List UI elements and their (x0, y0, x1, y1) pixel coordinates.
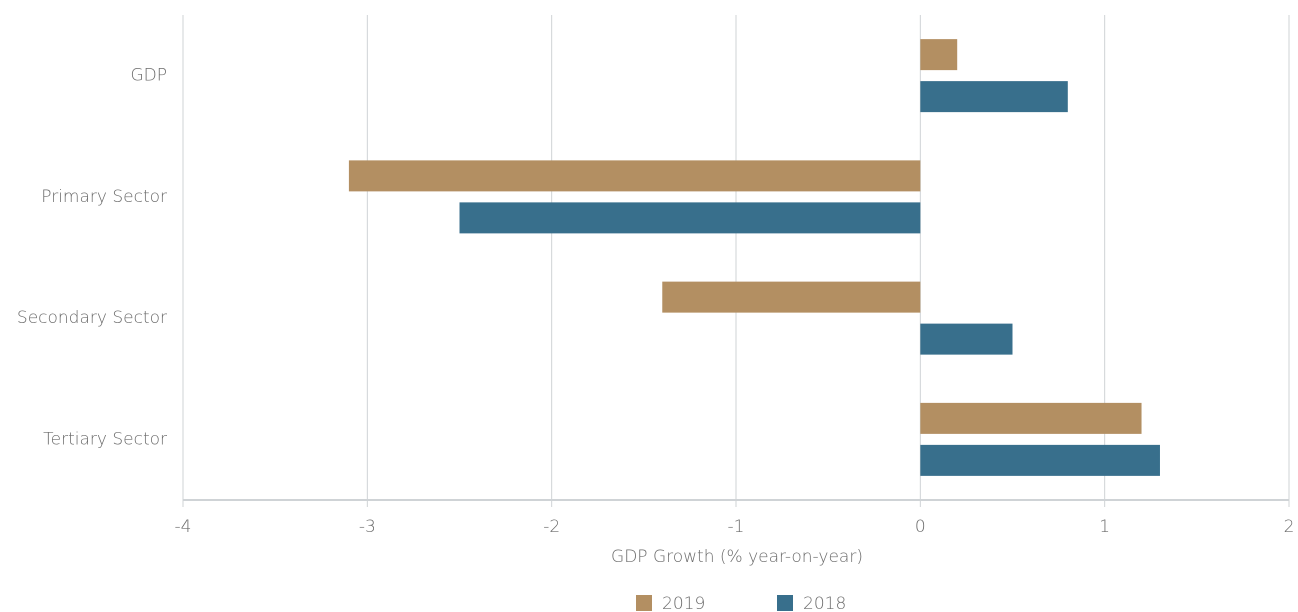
bar (920, 39, 958, 71)
legend-label: 2018 (803, 594, 846, 612)
x-tick-label: -2 (543, 517, 560, 537)
x-axis-label: GDP Growth (% year-on-year) (611, 547, 863, 567)
y-tick-label: GDP (130, 66, 167, 86)
y-tick-label: Secondary Sector (17, 308, 167, 328)
x-tick-label: 2 (1284, 517, 1295, 537)
bar (920, 402, 1142, 434)
y-tick-label: Primary Sector (41, 187, 167, 207)
x-tick-label: 1 (1099, 517, 1110, 537)
bar (348, 160, 921, 192)
x-tick-label: -1 (728, 517, 745, 537)
x-tick-label: -4 (175, 517, 192, 537)
legend-swatch (636, 595, 652, 611)
y-tick-label: Tertiary Sector (43, 429, 167, 449)
bar (662, 281, 921, 313)
bar (920, 323, 1013, 355)
bar (459, 202, 921, 234)
legend-swatch (777, 595, 793, 611)
x-tick-label: -3 (359, 517, 376, 537)
x-tick-label: 0 (915, 517, 926, 537)
legend-label: 2019 (662, 594, 705, 612)
bar (920, 81, 1068, 113)
bar (920, 444, 1160, 476)
